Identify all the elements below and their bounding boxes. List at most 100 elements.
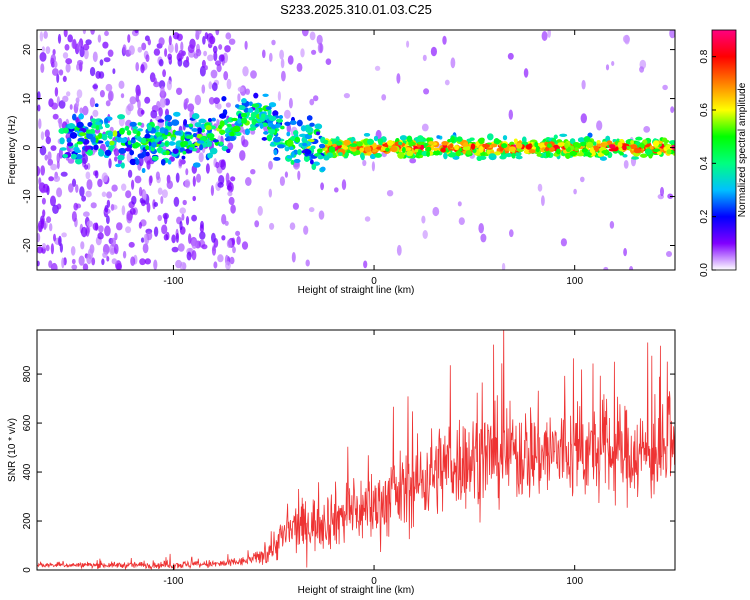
spectrogram-cell xyxy=(480,233,487,243)
spectrogram-cell xyxy=(630,140,634,145)
spectrogram-cell xyxy=(268,102,277,108)
spectrogram-cell xyxy=(95,70,101,79)
spectrogram-cell xyxy=(65,63,71,73)
spectrogram-cell xyxy=(204,65,208,71)
colorbar-tick-label: 0.4 xyxy=(699,156,710,170)
spectrogram-cell xyxy=(644,148,653,155)
x-tick-label: 100 xyxy=(566,576,583,587)
spectrogram-cell xyxy=(319,43,323,53)
spectrogram-cell xyxy=(450,57,456,69)
spectrogram-cell xyxy=(301,142,308,147)
spectrogram-cell xyxy=(139,258,146,266)
spectrogram-cell xyxy=(349,143,358,148)
spectrogram-cell xyxy=(374,65,381,71)
spectrogram-cell xyxy=(290,160,295,165)
spectrogram-cell xyxy=(422,230,428,239)
y-tick-label: 20 xyxy=(22,44,33,56)
spectrogram-cell xyxy=(450,136,455,143)
spectrogram-cell xyxy=(41,197,46,205)
spectrogram-cell xyxy=(60,171,68,177)
spectrogram-cell xyxy=(44,129,50,138)
spectrogram-cell xyxy=(144,258,151,265)
spectrogram-cell xyxy=(289,222,296,230)
spectrogram-cell xyxy=(310,159,314,165)
spectrogram-cell xyxy=(662,84,668,91)
spectrogram-cell xyxy=(225,32,232,40)
spectrogram-cell xyxy=(661,137,668,143)
spectrogram-cell xyxy=(67,34,73,43)
spectrogram-cell xyxy=(40,218,45,230)
spectrogram-cell xyxy=(269,52,273,62)
spectrogram-cell xyxy=(313,95,319,102)
spectrogram-cell xyxy=(50,243,55,255)
x-tick-label: 0 xyxy=(371,576,377,587)
spectrogram-cell xyxy=(593,145,600,152)
spectrogram-cell xyxy=(38,177,42,186)
spectrogram-cell xyxy=(151,141,157,148)
spectrogram-cell xyxy=(623,248,627,257)
spectrogram-cell xyxy=(104,205,109,213)
spectrogram-cell xyxy=(141,168,146,173)
spectrogram-cell xyxy=(296,62,303,72)
spectrogram-cell xyxy=(261,113,266,118)
spectrogram-cell xyxy=(622,154,628,158)
spectrogram-cell xyxy=(157,187,163,195)
spectrogram-cell xyxy=(64,44,70,51)
spectrogram-cell xyxy=(402,146,406,153)
spectrogram-cell xyxy=(62,95,69,103)
spectrogram-cell xyxy=(666,149,672,155)
spectrogram-cell xyxy=(273,136,281,143)
spectrogram-cell xyxy=(210,69,218,79)
spectrogram-cell xyxy=(62,52,69,59)
colorbar-tick-label: 0.6 xyxy=(699,103,710,117)
spectrogram-cell xyxy=(259,123,264,129)
spectrogram-cell xyxy=(254,107,260,115)
spectrogram-cell xyxy=(86,220,93,228)
spectrogram-cell xyxy=(134,142,140,148)
spectrogram-cell xyxy=(121,183,127,191)
spectrogram-cell xyxy=(61,257,65,269)
spectrogram-cell xyxy=(92,109,99,117)
spectrogram-cell xyxy=(106,215,110,225)
spectrogram-cell xyxy=(148,175,152,186)
spectrogram-cell xyxy=(180,135,185,141)
spectrogram-cell xyxy=(305,126,314,133)
spectrogram-cell xyxy=(287,55,294,65)
spectrogram-cell xyxy=(522,136,527,144)
spectrogram-cell xyxy=(198,152,204,163)
spectrogram-cell xyxy=(657,151,662,155)
spectrogram-cell xyxy=(128,45,135,55)
spectrogram-cell xyxy=(449,143,454,149)
spectrogram-cell xyxy=(107,131,114,137)
spectrogram-cell xyxy=(58,100,66,109)
spectrogram-cell xyxy=(85,39,92,45)
spectrogram-cell xyxy=(297,170,301,181)
spectrogram-cell xyxy=(141,137,147,144)
spectrogram-cell xyxy=(146,160,151,170)
spectrogram-cell xyxy=(580,176,585,183)
spectrogram-cell xyxy=(82,43,90,51)
spectrogram-cell xyxy=(78,113,84,120)
spectrogram-cell xyxy=(93,144,99,151)
spectrogram-cell xyxy=(251,118,257,125)
spectrogram-cell xyxy=(226,239,233,248)
spectrogram-cell xyxy=(386,190,394,197)
spectrogram-cell xyxy=(109,140,115,146)
spectrogram-cell xyxy=(71,264,78,270)
spectrogram-cell xyxy=(528,149,536,154)
spectrogram-cell xyxy=(141,42,147,51)
spectrogram-cell xyxy=(79,107,84,114)
spectrogram-cell xyxy=(232,246,236,254)
spectrogram-cell xyxy=(191,214,198,222)
spectrogram-cell xyxy=(266,134,273,142)
spectrogram-cell xyxy=(406,135,413,143)
spectrogram-cell xyxy=(208,81,213,90)
spectrogram-cell xyxy=(599,156,607,161)
spectrogram-cell xyxy=(65,58,73,65)
spectrogram-cell xyxy=(140,199,146,207)
spectrogram-cell xyxy=(185,135,193,139)
spectrogram-cell xyxy=(129,96,137,105)
spectrogram-cell xyxy=(279,176,285,187)
spectrogram-cell xyxy=(316,34,323,45)
spectrogram-cell xyxy=(421,123,429,132)
